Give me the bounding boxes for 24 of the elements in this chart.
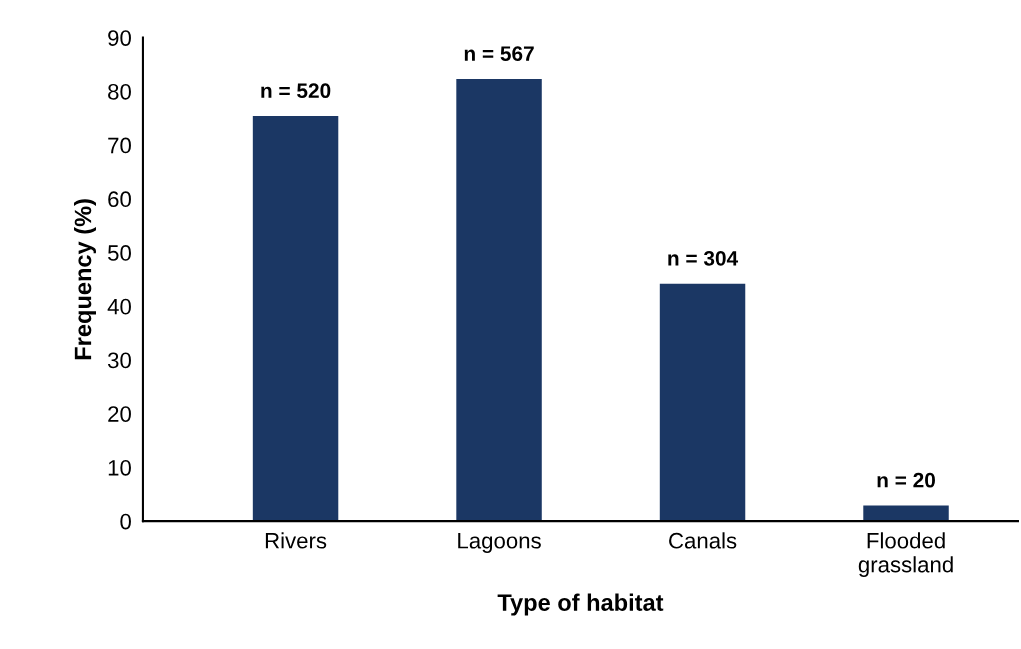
x-axis-title: Type of habitat bbox=[497, 593, 664, 616]
annotation: n = 304 bbox=[668, 250, 739, 266]
y-tick-label: 20 bbox=[108, 406, 131, 422]
y-tick-label: 50 bbox=[108, 245, 131, 261]
y-tick-label: 0 bbox=[120, 513, 131, 530]
annotation: n = 567 bbox=[464, 46, 534, 61]
y-tick-label: 70 bbox=[108, 137, 131, 154]
y-tick-label: 60 bbox=[108, 191, 131, 208]
bar bbox=[252, 116, 339, 522]
x-tick-label: Canals bbox=[669, 532, 737, 549]
x-tick-label: Flooded grassland bbox=[858, 532, 953, 577]
y-tick-label: 80 bbox=[108, 83, 131, 100]
annotation: n = 520 bbox=[261, 83, 331, 99]
y-tick-label: 10 bbox=[108, 459, 131, 476]
bar bbox=[863, 505, 949, 522]
annotation: n = 20 bbox=[877, 472, 935, 488]
y-axis-title: Frequency (%) bbox=[73, 199, 96, 360]
y-tick-label: 90 bbox=[108, 30, 131, 46]
x-tick-label: Rivers bbox=[265, 532, 327, 549]
y-tick-label: 30 bbox=[107, 352, 131, 369]
y-tick-label: 40 bbox=[107, 298, 131, 315]
bar bbox=[659, 283, 746, 522]
bar bbox=[456, 79, 542, 522]
x-tick-label: Lagoons bbox=[458, 533, 541, 553]
